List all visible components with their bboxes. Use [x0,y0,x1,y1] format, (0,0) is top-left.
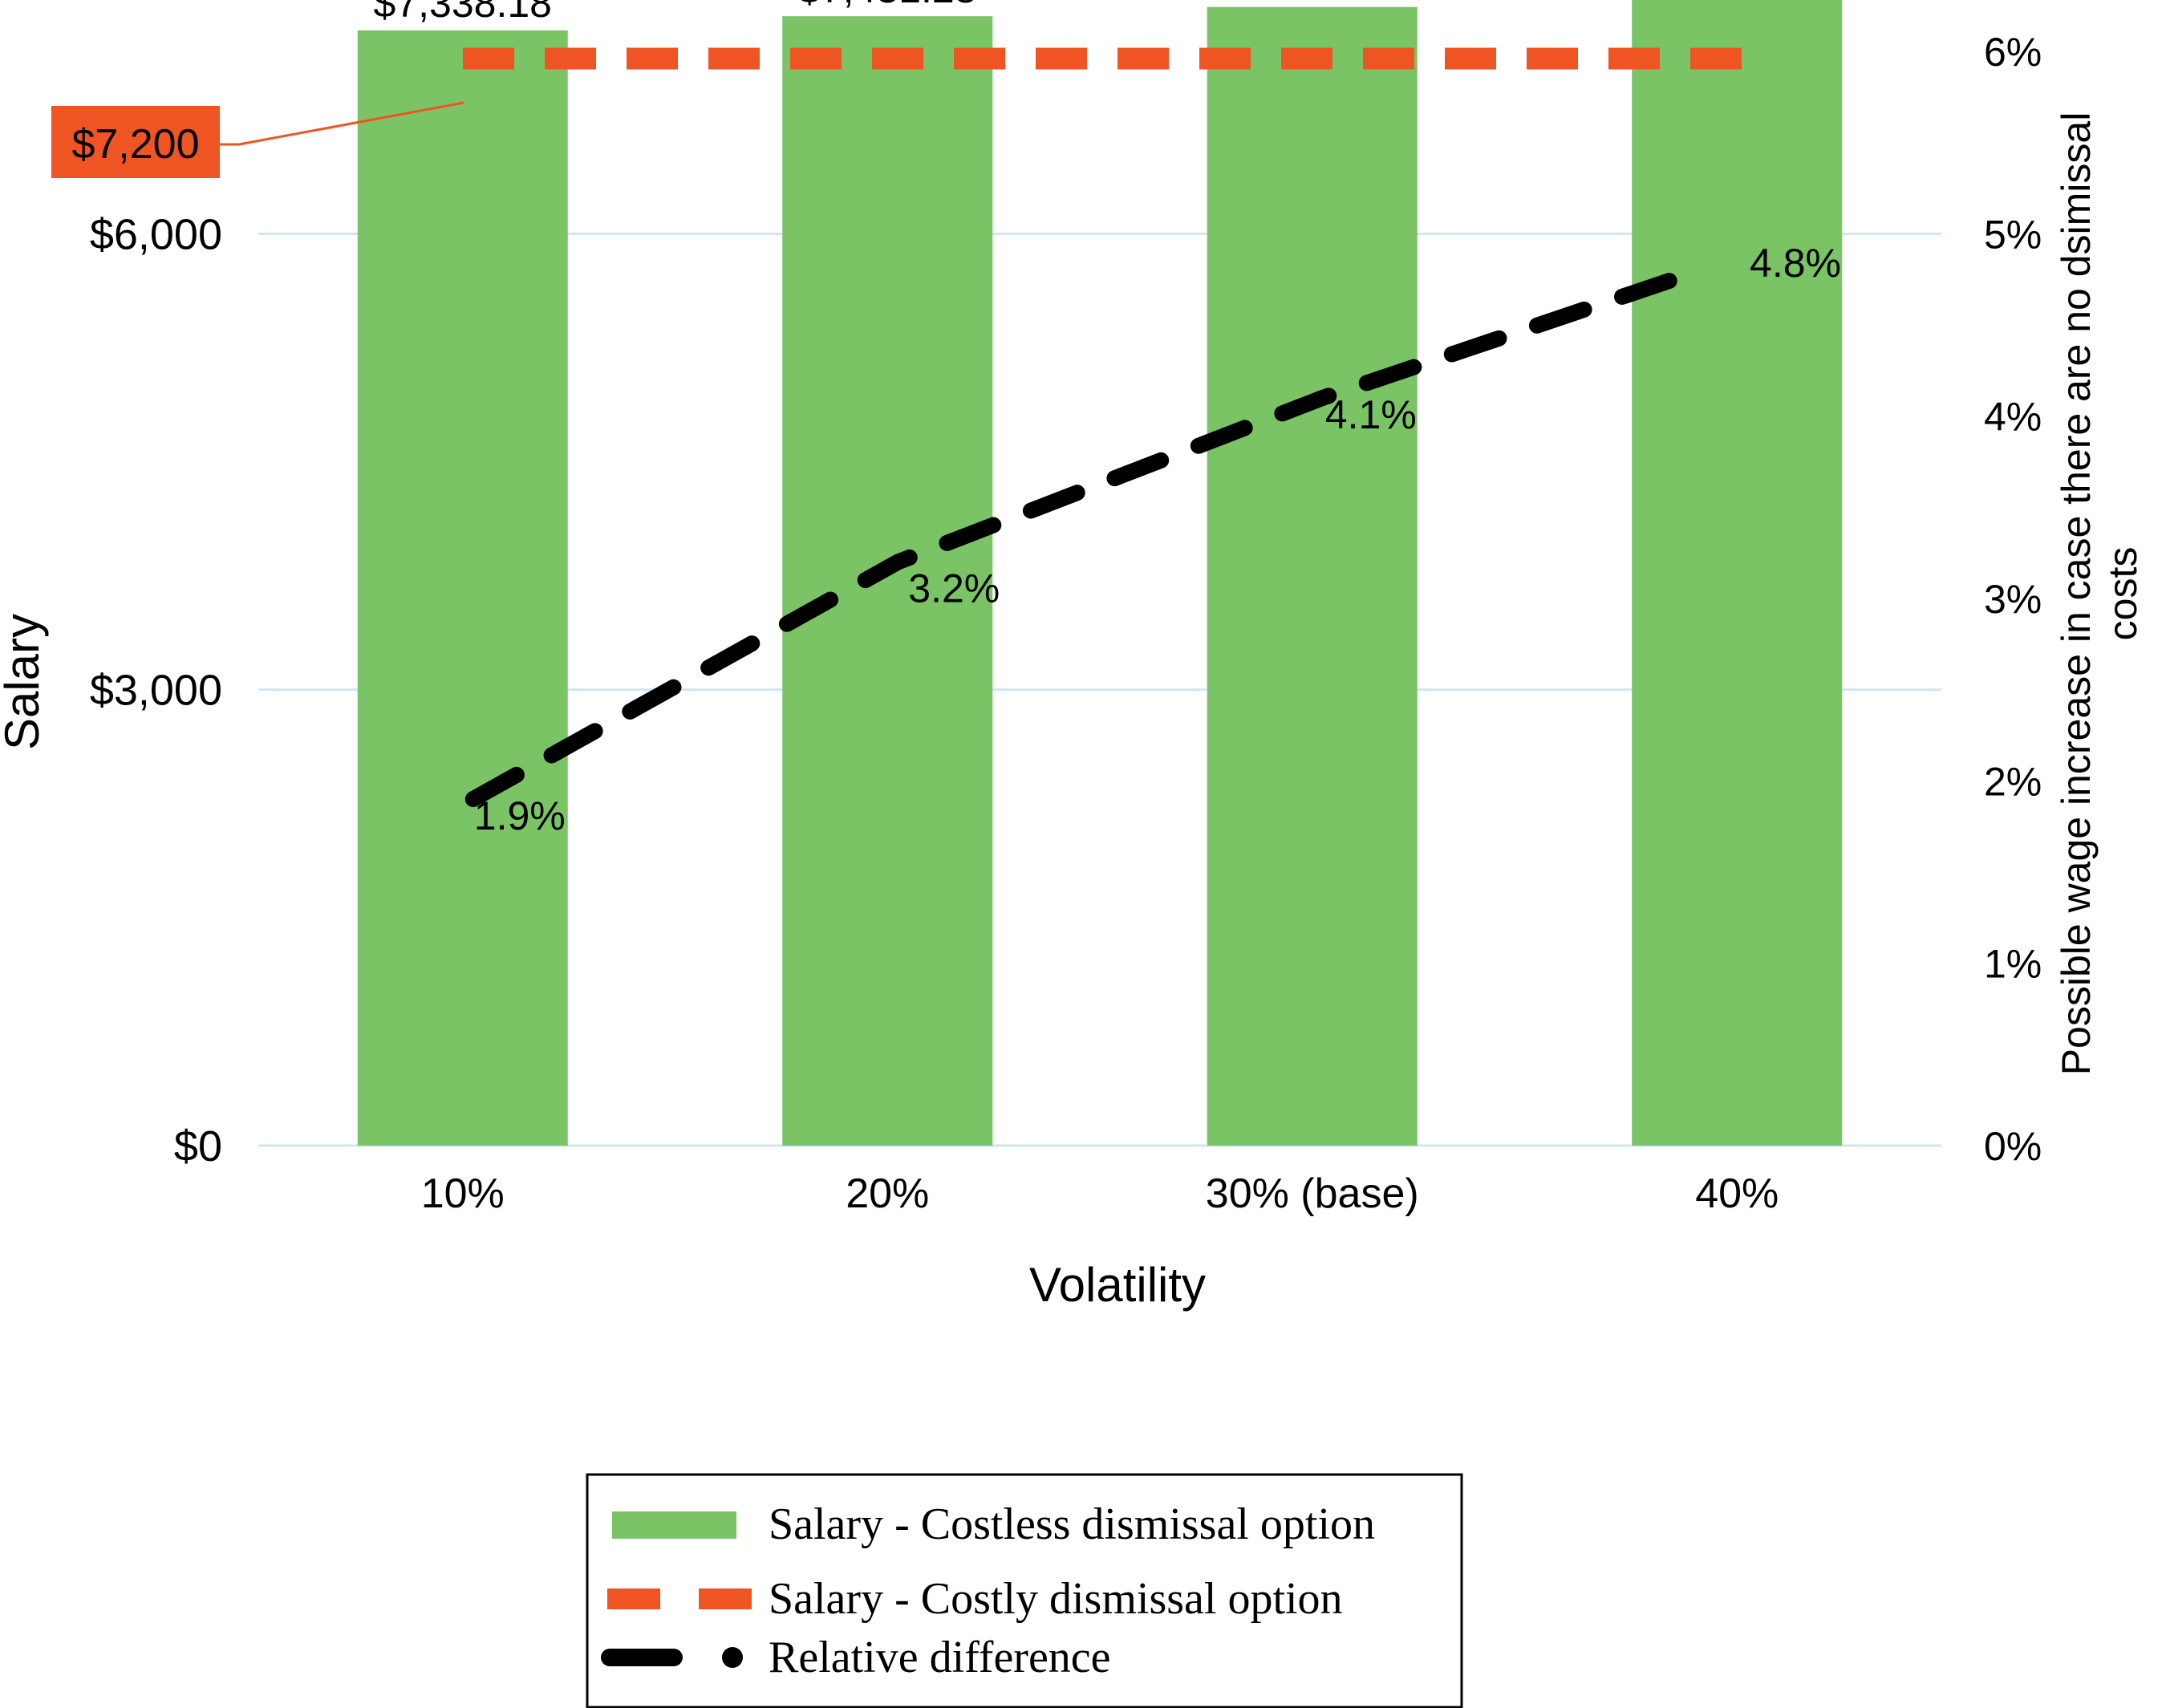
bar-value-label: $7,431.28 [798,0,976,11]
y2-tick-label: 2% [1984,759,2042,804]
relative-difference-line [464,262,1709,808]
relative-difference-label: 4.1% [1325,392,1417,437]
callout-leader [220,101,464,146]
y-tick-label: $6,000 [90,210,222,258]
y2-tick-label: 5% [1984,212,2042,257]
right-axis-ticks: 0% 1% 2% 3% 4% 5% 6% [1984,30,2042,1169]
y-tick-label: $3,000 [90,667,222,715]
bar [1207,6,1418,1146]
y-tick-label: $0 [174,1122,222,1170]
bar [357,30,568,1146]
y-axis-title: Salary [0,614,49,750]
bar [1632,0,1843,1146]
y2-tick-label: 3% [1984,577,2042,622]
left-axis-ticks: $0 $3,000 $6,000 [90,210,222,1170]
bars [357,0,1843,1146]
y2-axis-title: Possible wage increase in case there are… [2054,112,2145,1076]
costly-callout: $7,200 [51,101,464,178]
y2-tick-label: 1% [1984,942,2042,987]
x-axis-ticks: 10% 20% 30% (base) 40% [421,1170,1779,1217]
x-tick-label: 20% [846,1170,929,1217]
legend-swatch-costless [612,1511,736,1539]
legend-label: Relative difference [769,1633,1111,1682]
bar [782,16,993,1146]
relative-difference-series [464,262,1709,808]
legend: Salary - Costless dismissal option Salary… [586,1473,1463,1708]
relative-difference-label: 1.9% [474,793,566,838]
bar-value-label: $7,338.18 [374,0,552,26]
y2-axis-title-line: costs [2100,547,2145,641]
callout-label: $7,200 [71,121,199,168]
relative-difference-label: 4.8% [1750,241,1841,286]
callout-box [51,106,220,178]
x-tick-label: 10% [421,1170,505,1217]
y2-tick-label: 6% [1984,30,2042,75]
bar-value-label: $7,492.07 [1223,0,1401,2]
x-tick-label: 40% [1695,1170,1779,1217]
y2-axis-title-line: Possible wage increase in case there are… [2054,112,2099,1076]
y2-tick-label: 4% [1984,395,2042,440]
x-tick-label: 30% (base) [1206,1170,1419,1217]
relative-difference-label: 3.2% [908,566,1000,611]
legend-swatch-relative-dot [722,1647,743,1668]
data-labels: $7,338.18$7,431.28$7,492.07$7,546.271.9%… [374,0,1841,838]
x-axis-title: Volatility [1029,1258,1206,1312]
legend-label: Salary - Costly dismissal option [769,1574,1343,1624]
y2-tick-label: 0% [1984,1124,2042,1169]
legend-label: Salary - Costless dismissal option [769,1499,1375,1549]
